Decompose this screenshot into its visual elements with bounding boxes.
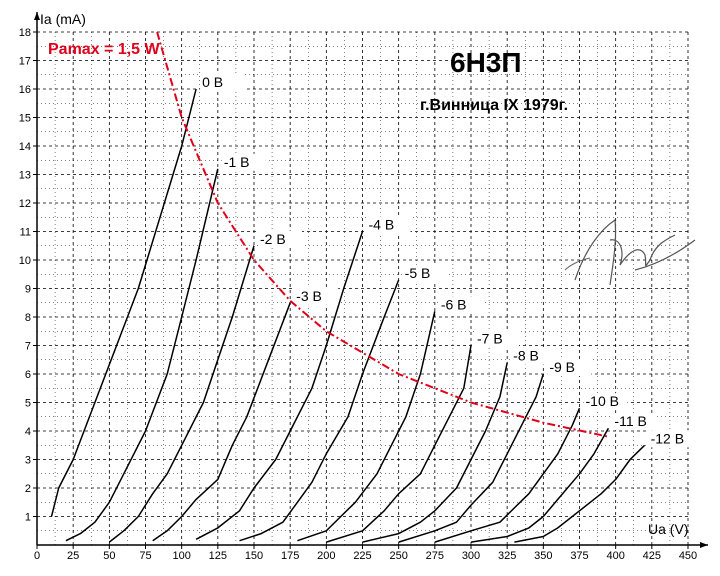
- curve-label-bg: [438, 296, 483, 314]
- y-tick-label: 18: [19, 27, 31, 39]
- chart-title: 6Н3П: [450, 47, 522, 78]
- y-tick-label: 4: [25, 426, 31, 438]
- y-tick-label: 17: [19, 56, 31, 68]
- curve-label: -2 В: [260, 231, 286, 247]
- curve-0: [50, 88, 197, 517]
- x-tick-label: 225: [353, 550, 371, 562]
- y-axis-arrow: [34, 12, 40, 20]
- x-tick-label: 300: [462, 550, 480, 562]
- curve-label-bg: [366, 216, 411, 234]
- x-tick-label: 50: [103, 550, 115, 562]
- x-tick-label: 150: [245, 550, 263, 562]
- x-tick-label: 75: [139, 550, 151, 562]
- curve-labels: 0 В -1 В -2 В -3 В -4 В -5 В -6 В -7 В -8 В -9 В -…: [200, 74, 693, 448]
- curve-label-bg: [294, 287, 339, 305]
- x-tick-label: 450: [679, 550, 697, 562]
- curve-2: [108, 245, 255, 543]
- y-tick-label: 2: [25, 483, 31, 495]
- curve-6: [297, 311, 436, 542]
- y-tick-label: 13: [19, 170, 31, 182]
- y-tick-label: 1: [25, 512, 31, 524]
- y-tick-label: 14: [19, 141, 31, 153]
- y-tick-label: 15: [19, 113, 31, 125]
- x-tick-label: 425: [643, 550, 661, 562]
- y-tick-label: 16: [19, 84, 31, 96]
- curve-11: [470, 427, 610, 543]
- curve-5: [239, 279, 400, 542]
- curve-label-bg: [200, 74, 245, 91]
- curve-label-bg: [258, 230, 302, 248]
- curve-1: [65, 168, 219, 542]
- x-tick-label: 350: [534, 550, 552, 562]
- curve-label: -8 В: [513, 348, 539, 364]
- curve-label-bg: [402, 264, 447, 282]
- x-axis-label: Ua (V): [648, 521, 688, 537]
- curve-label: -3 В: [296, 288, 322, 304]
- x-tick-label: 125: [209, 550, 227, 562]
- curve-label: -1 В: [224, 154, 250, 170]
- x-tick-label: 325: [498, 550, 516, 562]
- pmax-label: Pamax = 1,5 W: [48, 41, 161, 58]
- y-tick-label: 7: [25, 341, 31, 353]
- pmax-curve: [156, 31, 609, 438]
- curve-label: 0 В: [202, 74, 223, 90]
- x-tick-label: 175: [281, 550, 299, 562]
- pmax-line: [156, 31, 609, 438]
- curve-label: -7 В: [477, 331, 503, 347]
- signature-image: [564, 218, 696, 286]
- y-tick-label: 9: [25, 284, 31, 296]
- x-tick-label: 0: [34, 550, 40, 562]
- curve-label-bg: [221, 153, 266, 171]
- curve-label: -4 В: [369, 217, 395, 233]
- curve-label-bg: [547, 359, 592, 376]
- x-axis-arrow: [700, 542, 708, 548]
- curve-9: [398, 373, 545, 543]
- curve-label-bg: [475, 330, 519, 348]
- y-tick-label: 12: [19, 198, 31, 210]
- y-tick-label: 10: [19, 255, 31, 267]
- curve-4: [195, 231, 364, 540]
- y-tick-label: 5: [25, 398, 31, 410]
- curve-label: -6 В: [441, 296, 467, 312]
- curve-label-bg: [648, 430, 693, 448]
- curve-label: -11 В: [614, 413, 646, 429]
- x-tick-label: 400: [606, 550, 624, 562]
- curve-3: [152, 302, 291, 542]
- y-tick-label: 11: [20, 227, 31, 239]
- x-tick-label: 375: [570, 550, 588, 562]
- axes: [33, 12, 708, 549]
- x-tick-label: 25: [67, 550, 79, 562]
- x-tick-label: 275: [426, 550, 444, 562]
- y-tick-label: 3: [25, 455, 31, 467]
- grid: [36, 31, 689, 546]
- y-axis-label: Ia (mA): [40, 11, 86, 27]
- curve-10: [434, 407, 581, 543]
- curve-label: -9 В: [549, 359, 575, 375]
- y-tick-label: 6: [25, 369, 31, 381]
- curve-label-bg: [612, 413, 657, 431]
- x-tick-labels: 0 25 50 75 100 125 150 175 200 225 250 275 300 325 350…: [34, 550, 697, 562]
- x-tick-label: 100: [172, 550, 190, 562]
- curve-12: [514, 444, 646, 543]
- curve-label-bg: [583, 393, 628, 411]
- curve-8: [362, 362, 508, 543]
- x-tick-label: 250: [389, 550, 407, 562]
- chart-subtitle: г.Винница IX 1979г.: [420, 97, 568, 114]
- curve-label: -12 В: [651, 430, 684, 446]
- plate-curves: [50, 88, 646, 543]
- curve-label: -5 В: [405, 265, 431, 281]
- curve-label-bg: [511, 347, 556, 365]
- curve-label: -10 В: [586, 393, 619, 409]
- y-tick-label: 8: [25, 312, 31, 324]
- x-tick-label: 200: [317, 550, 335, 562]
